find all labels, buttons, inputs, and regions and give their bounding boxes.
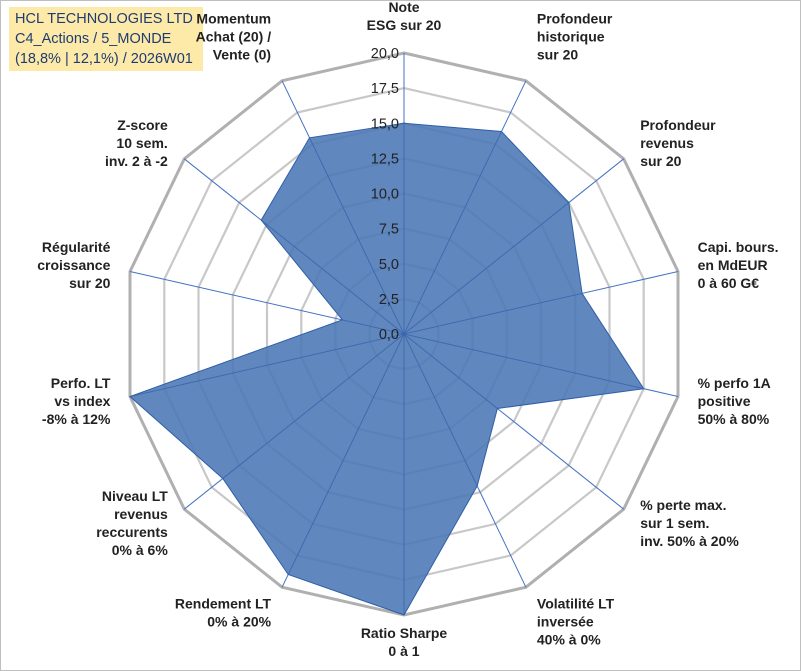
axis-label-line: Perfo. LT <box>51 375 111 391</box>
axis-label-line: Vente (0) <box>213 46 271 62</box>
axis-label-line: Note <box>388 1 419 15</box>
axis-label: Perfo. LT vs index -8% à 12% <box>42 375 111 427</box>
axis-label-line: Capi. bours. <box>698 239 779 255</box>
tick-label: 0,0 <box>379 327 399 343</box>
axis-label: Régularité croissance sur 20 <box>37 239 110 291</box>
series-spoke <box>309 137 405 335</box>
axis-label-line: en MdEUR <box>698 257 768 273</box>
series-spoke <box>222 333 405 479</box>
axis-label-line: % perfo 1A <box>698 375 771 391</box>
axis-label-line: historique <box>537 28 605 44</box>
axis-label-line: Régularité <box>42 239 111 255</box>
tick-label: 2,5 <box>379 292 399 308</box>
tick-label: 10,0 <box>371 187 399 203</box>
series-spoke <box>403 333 498 409</box>
axis-label-line: ESG sur 20 <box>367 17 442 33</box>
axis-label-line: revenus <box>114 506 168 522</box>
axis-label-line: Achat (20) / <box>196 28 272 44</box>
company-name: HCL TECHNOLOGIES LTD <box>15 11 193 27</box>
axis-label-line: Profondeur <box>640 117 716 133</box>
axis-label: Z-score 10 sem. inv. 2 à -2 <box>105 117 168 169</box>
series-spoke <box>129 333 405 397</box>
axis-label-line: % perte max. <box>640 497 726 513</box>
axis-label-line: croissance <box>37 257 110 273</box>
series-spoke <box>403 202 570 335</box>
axis-label-line: vs index <box>54 393 110 409</box>
series-spoke <box>260 219 405 335</box>
axis-label-line: Rendement LT <box>175 596 272 612</box>
axis-label: Rendement LT 0% à 20% <box>175 596 272 630</box>
axis-label: Volatilité LT inversée 40% à 0% <box>537 596 615 648</box>
axis-label-line: sur 1 sem. <box>640 515 709 531</box>
axis-label-line: 50% à 80% <box>698 411 770 427</box>
axis-label: Note ESG sur 20 <box>367 1 442 33</box>
radar-series <box>129 122 645 616</box>
axis-label-line: 0% à 20% <box>207 614 271 630</box>
axis-label: Ratio Sharpe 0 à 1 <box>361 625 448 659</box>
series-spoke <box>342 319 405 335</box>
axis-label: Momentum Achat (20) / Vente (0) <box>196 10 272 62</box>
axis-label-line: -8% à 12% <box>42 411 111 427</box>
axis-label: Profondeur historique sur 20 <box>537 10 613 62</box>
axis-label-line: Ratio Sharpe <box>361 625 448 641</box>
axis-label: Capi. bours. en MdEUR 0 à 60 G€ <box>698 239 779 291</box>
axis-label-line: Momentum <box>196 10 271 26</box>
tick-label: 20,0 <box>371 46 399 62</box>
axis-label-line: revenus <box>640 135 694 151</box>
axis-label-line: positive <box>698 393 751 409</box>
series-spoke <box>287 333 405 575</box>
axis-label-line: reccurents <box>96 524 168 540</box>
series-spoke <box>403 333 478 487</box>
tick-label: 17,5 <box>371 81 399 97</box>
radial-tick-labels: 0,0 2,5 5,0 7,5 10,0 12,5 15,0 17,5 20,0 <box>371 46 399 343</box>
axis-label-line: 40% à 0% <box>537 632 601 648</box>
axis-label-line: Z-score <box>117 117 168 133</box>
axis-label-line: Volatilité LT <box>537 596 615 612</box>
axis-label-line: inv. 2 à -2 <box>105 153 168 169</box>
axis-label-line: sur 20 <box>537 46 578 62</box>
period-label: (18,8% | 12,1%) / 2026W01 <box>15 51 193 67</box>
axis-label: Profondeur revenus sur 20 <box>640 117 716 169</box>
series-spoke <box>403 333 644 390</box>
axis-label-line: Profondeur <box>537 10 613 26</box>
axis-label-line: sur 20 <box>640 153 681 169</box>
axis-label-line: 10 sem. <box>116 135 167 151</box>
axis-label-line: Niveau LT <box>102 488 168 504</box>
axis-label: Niveau LT revenus reccurents 0% à 6% <box>96 488 168 558</box>
axis-labels: Note ESG sur 20 Profondeur historique sur 20… <box>37 1 778 659</box>
axis-label-line: 0 à 1 <box>388 643 419 659</box>
tick-label: 7,5 <box>379 222 399 238</box>
axis-label-line: 0% à 6% <box>112 542 169 558</box>
chart-header-box: HCL TECHNOLOGIES LTD C4_Actions / 5_MOND… <box>9 7 203 71</box>
axis-label-line: sur 20 <box>69 275 110 291</box>
axis-label-line: 0 à 60 G€ <box>698 275 760 291</box>
category-label: C4_Actions / 5_MONDE <box>15 31 172 47</box>
axis-label: % perte max. sur 1 sem. inv. 50% à 20% <box>640 497 739 549</box>
axis-label-line: inversée <box>537 614 594 630</box>
tick-label: 5,0 <box>379 257 399 273</box>
series-spoke <box>403 131 502 335</box>
series-spoke <box>403 293 583 335</box>
tick-label: 12,5 <box>371 151 399 167</box>
axis-label: % perfo 1A positive 50% à 80% <box>698 375 771 427</box>
tick-label: 15,0 <box>371 116 399 132</box>
axis-label-line: inv. 50% à 20% <box>640 533 739 549</box>
